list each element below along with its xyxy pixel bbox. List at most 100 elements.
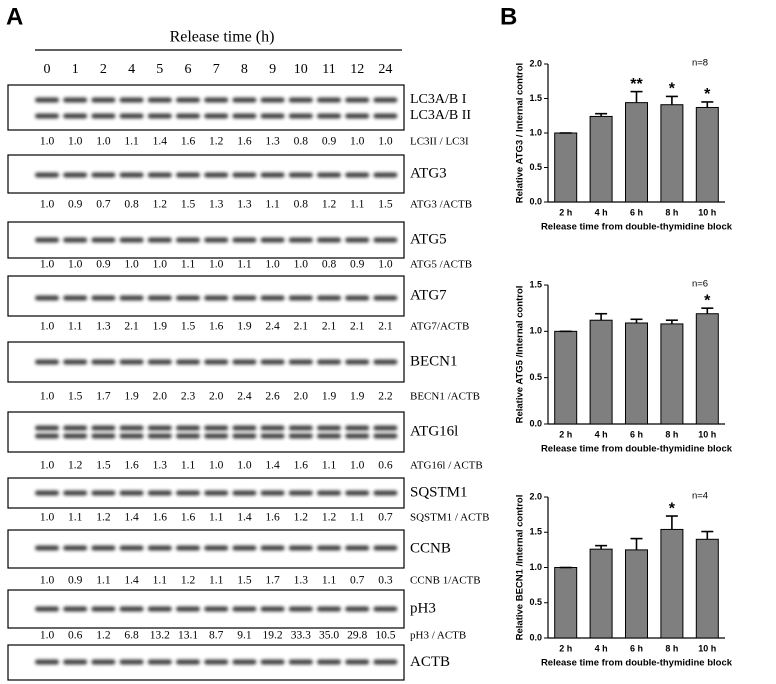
x-tick-label: 4 h	[595, 643, 608, 653]
bar	[589, 548, 613, 639]
band	[232, 659, 257, 665]
band	[373, 237, 398, 243]
ratio: 1.2	[96, 512, 111, 524]
band-label: ATG16l	[410, 423, 458, 439]
ratio: 2.3	[181, 391, 196, 403]
note: n=8	[692, 58, 708, 69]
lane-label: 0	[44, 62, 51, 77]
band	[204, 425, 229, 431]
band	[232, 545, 257, 551]
band	[288, 97, 313, 103]
ratio: 0.8	[322, 259, 337, 271]
ratio: 1.5	[181, 199, 196, 211]
band	[317, 295, 341, 301]
band-label: BECN1	[410, 353, 458, 369]
ratio-label: BECN1 /ACTB	[410, 391, 480, 403]
ratio: 1.6	[153, 512, 168, 524]
ratio: 0.3	[378, 575, 393, 587]
y-tick-label: 0.0	[529, 632, 542, 642]
band	[63, 295, 88, 301]
band	[288, 237, 313, 243]
bar	[695, 538, 719, 639]
ratio: 1.0	[40, 512, 55, 524]
band	[176, 113, 200, 119]
y-tick-label: 0.0	[529, 196, 542, 206]
band	[288, 359, 313, 365]
band	[63, 606, 88, 612]
x-tick-label: 10 h	[698, 643, 716, 653]
ratio-label: ATG7/ACTB	[410, 321, 469, 333]
ratio: 1.6	[294, 460, 309, 472]
band	[204, 433, 229, 439]
ratio: 0.9	[68, 199, 83, 211]
y-axis-title: Relative ATG3 / Internal control	[515, 63, 526, 203]
band	[204, 490, 229, 496]
band	[345, 425, 370, 431]
band	[63, 97, 88, 103]
band-label: ATG7	[410, 287, 447, 303]
band	[63, 425, 88, 431]
ratio: 2.1	[350, 321, 365, 333]
ratio: 2.0	[294, 391, 309, 403]
y-tick-label: 0.5	[529, 162, 542, 172]
ratio: 1.1	[265, 199, 280, 211]
bar	[554, 132, 578, 203]
band	[35, 359, 59, 365]
band	[91, 359, 116, 365]
band	[373, 295, 398, 301]
band-label: LC3A/B I	[410, 92, 467, 107]
band	[147, 490, 172, 496]
ratio: 2.4	[265, 321, 280, 333]
ratio: 1.6	[237, 136, 252, 148]
ratio: 1.1	[153, 575, 168, 587]
ratio: 1.0	[265, 259, 280, 271]
ratio: 1.6	[209, 321, 224, 333]
band	[91, 545, 116, 551]
band	[63, 172, 88, 178]
ratio: 19.2	[263, 630, 283, 642]
x-tick-label: 6 h	[630, 429, 643, 439]
band	[345, 97, 370, 103]
band	[260, 359, 285, 365]
x-tick-label: 2 h	[559, 429, 572, 439]
band-label: SQSTM1	[410, 484, 468, 500]
ratio: 1.1	[68, 512, 83, 524]
band	[232, 113, 257, 119]
panel-label: B	[500, 3, 517, 30]
ratio: 1.5	[96, 460, 111, 472]
band	[176, 659, 200, 665]
band	[345, 433, 370, 439]
band	[91, 97, 116, 103]
band	[317, 433, 341, 439]
band	[147, 237, 172, 243]
ratio: 0.8	[294, 199, 309, 211]
ratio: 29.8	[347, 630, 367, 642]
ratio: 1.2	[153, 199, 168, 211]
band	[35, 545, 59, 551]
bar-chart: 0.0 0.5 1.0 1.5 2 h 4 h 6 h 8 h 10 h * Release tim…	[515, 279, 733, 455]
band	[260, 237, 285, 243]
ratio: 0.9	[350, 259, 365, 271]
ratio: 6.8	[124, 630, 139, 642]
y-tick-label: 2.0	[529, 491, 542, 501]
ratio: 1.9	[237, 321, 252, 333]
ratio: 9.1	[237, 630, 252, 642]
x-tick-label: 8 h	[665, 207, 678, 217]
ratio: 1.2	[181, 575, 196, 587]
band	[260, 172, 285, 178]
y-tick-label: 0.5	[529, 597, 542, 607]
band	[204, 659, 229, 665]
band	[373, 172, 398, 178]
significance: *	[669, 81, 676, 98]
band	[91, 606, 116, 612]
band	[147, 433, 172, 439]
band	[232, 606, 257, 612]
band	[345, 659, 370, 665]
ratio: 1.1	[68, 321, 83, 333]
ratio: 1.4	[153, 136, 168, 148]
ratio: 1.0	[40, 575, 55, 587]
x-axis-title: Release time from double-thymidine block	[541, 222, 733, 233]
y-tick-label: 1.0	[529, 326, 542, 336]
y-tick-label: 1.0	[529, 127, 542, 137]
ratio: 1.1	[209, 575, 224, 587]
